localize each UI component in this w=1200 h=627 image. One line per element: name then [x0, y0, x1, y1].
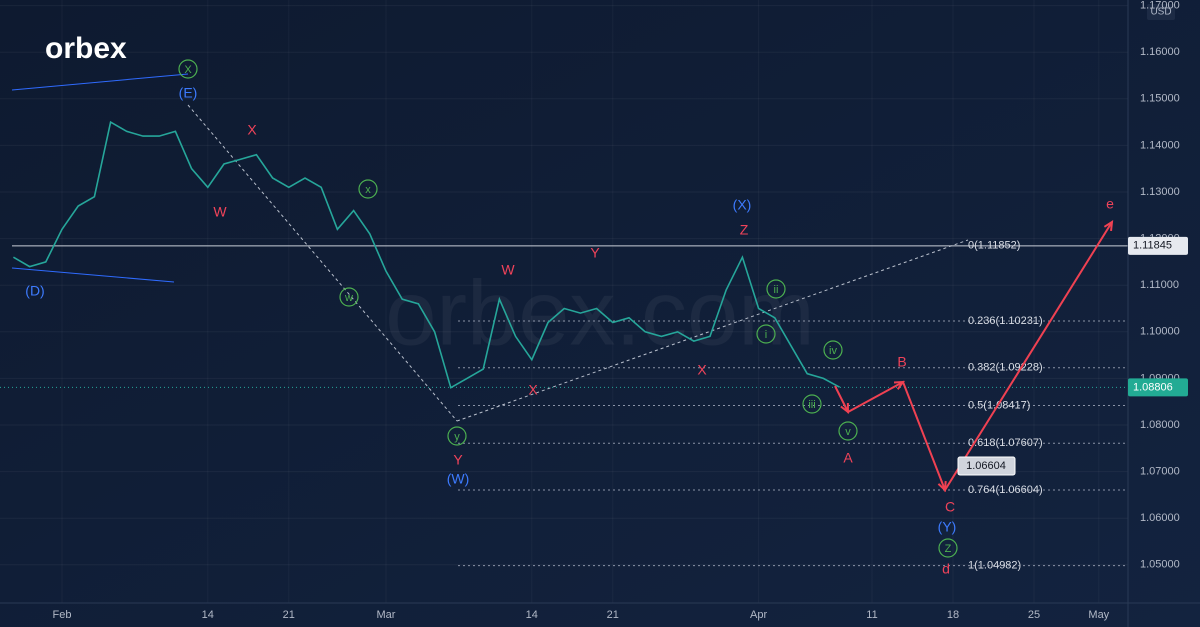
price-line — [12, 120, 840, 389]
wave-circle — [766, 279, 786, 299]
y-tick-label: 1.05000 — [1140, 559, 1180, 571]
fib-label: 0.236(1.10231) — [968, 315, 1043, 327]
wave-circle — [938, 538, 958, 558]
wave-circle — [756, 324, 776, 344]
wave-circle — [823, 340, 843, 360]
wave-circle — [838, 421, 858, 441]
price-tag-label: 1.11845 — [1133, 240, 1172, 252]
y-tick-label: 1.14000 — [1140, 139, 1180, 151]
wave-label: (D) — [25, 283, 44, 299]
wave-label: (X) — [733, 197, 752, 213]
wave-label: x — [365, 184, 371, 196]
wave-label: Y — [590, 245, 600, 261]
trend-line — [11, 267, 175, 283]
wave-label: w — [344, 292, 353, 304]
wave-label: i — [765, 329, 767, 341]
wave-label: W — [213, 204, 227, 220]
price-tag-label: 1.08806 — [1133, 381, 1173, 393]
x-tick-label: 11 — [866, 609, 877, 621]
wave-label: X — [697, 362, 707, 378]
wave-circle — [802, 394, 822, 414]
wave-label: A — [843, 450, 853, 466]
y-tick-label: 1.10000 — [1140, 326, 1180, 338]
wave-circle — [178, 59, 198, 79]
wave-label: Y — [453, 452, 463, 468]
wave-label: C — [945, 499, 955, 515]
price-tag — [1128, 378, 1188, 397]
x-tick-label: Feb — [53, 609, 72, 621]
fib-label: 0.5(1.08417) — [968, 399, 1030, 411]
arrow-head — [840, 402, 850, 415]
currency-box — [1147, 4, 1175, 20]
currency: USD — [1150, 7, 1171, 18]
overlay: X(E)XW(D)xwyY(W)WXYX(X)ZiiiiviiivABC(Y)Z… — [25, 59, 1114, 577]
watermark: orbex.com — [385, 262, 815, 364]
y-tick-label: 1.17000 — [1140, 0, 1180, 11]
wave-label: Z — [740, 222, 749, 238]
y-tick-label: 1.16000 — [1140, 46, 1180, 58]
logo: orbex — [45, 32, 127, 65]
x-tick-label: 21 — [607, 609, 619, 621]
x-tick-label: May — [1088, 609, 1109, 621]
y-tick-label: 1.13000 — [1140, 186, 1180, 198]
wave-label: (E) — [179, 85, 198, 101]
fib-label: 0.618(1.07607) — [968, 437, 1043, 449]
wave-label: (Y) — [938, 519, 957, 535]
wave-label: ii — [774, 284, 779, 296]
y-tick-label: 1.08000 — [1140, 419, 1180, 431]
wave-label: X — [184, 64, 192, 76]
x-tick-label: Apr — [750, 609, 767, 621]
wave-label: y — [454, 431, 460, 443]
wave-label: d — [942, 561, 950, 577]
wave-label: iii — [808, 399, 815, 411]
fib-label: 0(1.11852) — [968, 239, 1020, 251]
arrow-head — [1103, 220, 1114, 232]
arrow-head — [937, 480, 947, 493]
wave-label: X — [247, 122, 257, 138]
trend-line — [11, 73, 189, 91]
wave-label: Z — [945, 543, 952, 555]
y-tick-label: 1.06000 — [1140, 512, 1180, 524]
y-tick-label: 1.11000 — [1140, 279, 1179, 291]
price-tag — [1128, 236, 1188, 255]
y-tick-label: 1.07000 — [1140, 465, 1180, 477]
arrow-head — [893, 380, 906, 390]
fib-label: 0.382(1.09228) — [968, 362, 1043, 374]
target-box — [957, 456, 1016, 476]
wave-circle — [358, 179, 378, 199]
wave-label: e — [1106, 196, 1114, 212]
x-tick-label: 21 — [283, 609, 295, 621]
wave-label: v — [845, 426, 851, 438]
x-tick-label: 14 — [526, 609, 538, 621]
wave-label: (W) — [447, 471, 470, 487]
x-tick-label: Mar — [377, 609, 396, 621]
wave-circle — [447, 426, 467, 446]
fib-label: 0.764(1.06604) — [968, 484, 1043, 496]
target-label: 1.06604 — [966, 460, 1006, 472]
x-tick-label: 14 — [202, 609, 214, 621]
wave-label: iv — [829, 345, 837, 357]
wave-label: B — [897, 354, 906, 370]
wave-label: W — [501, 262, 515, 278]
x-tick-label: 18 — [947, 609, 959, 621]
x-tick-label: 25 — [1028, 609, 1040, 621]
wave-circle — [339, 287, 359, 307]
y-tick-label: 1.15000 — [1140, 93, 1180, 105]
plot-area: orbex.com 0(1.11852) 0.236(1.10231) 0.382(1… — [0, 5, 1128, 572]
wave-label: X — [528, 382, 538, 398]
fib-label: 1(1.04982) — [968, 560, 1021, 572]
